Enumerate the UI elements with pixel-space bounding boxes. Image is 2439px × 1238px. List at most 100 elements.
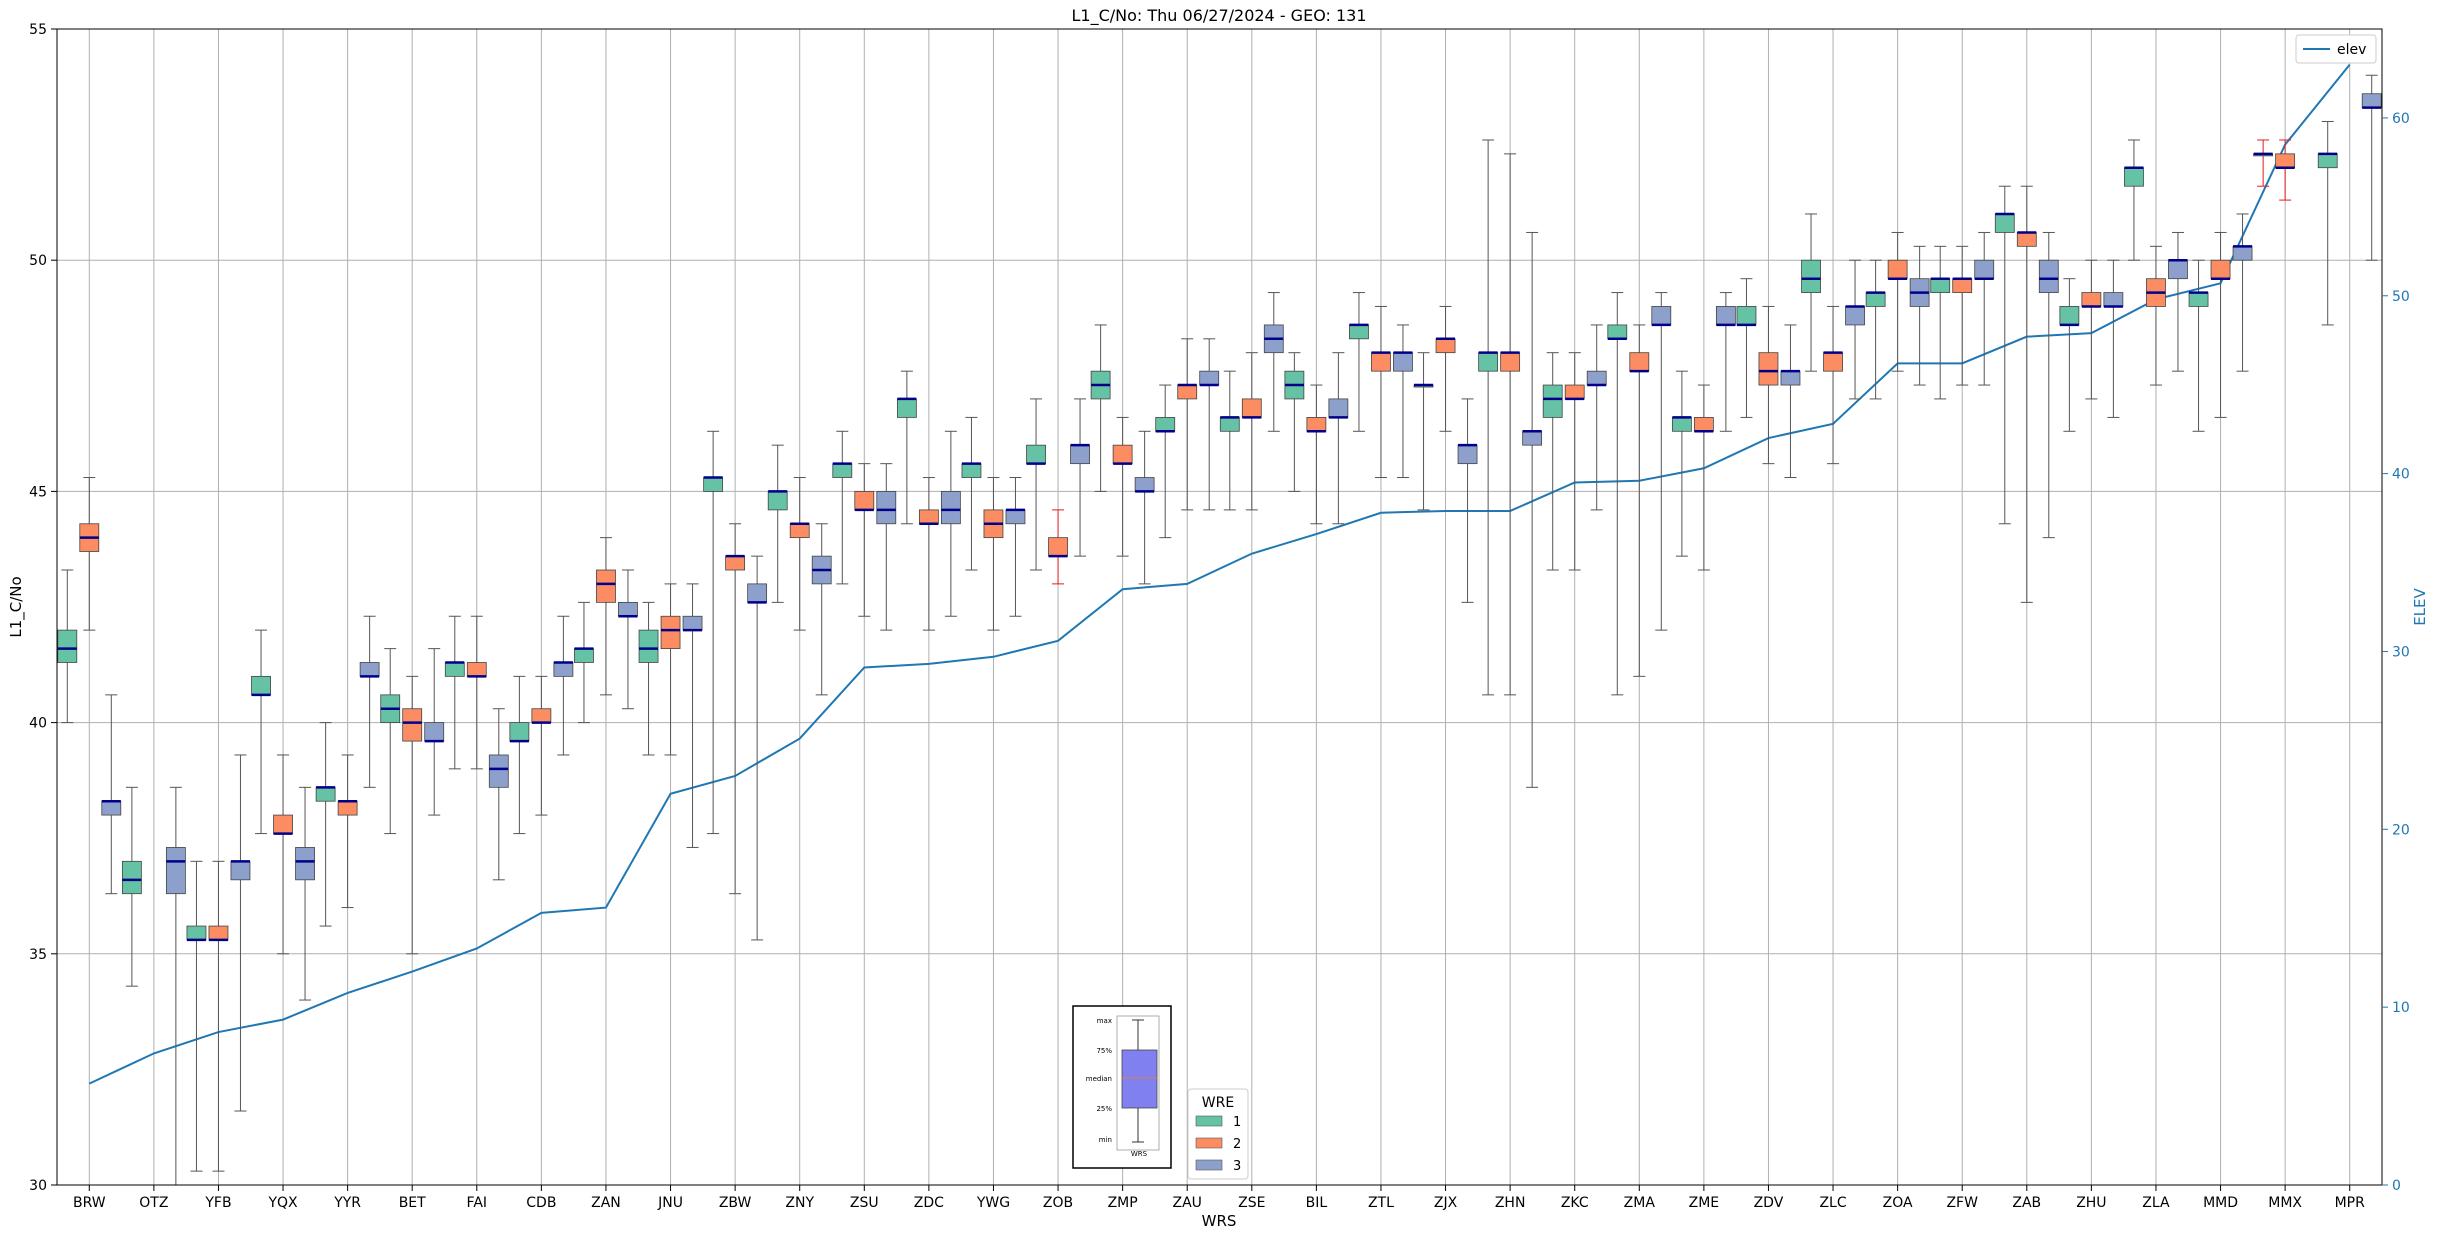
box-zan-wre2 [596,537,616,696]
box-body [402,708,423,742]
box-body [57,629,78,663]
x-tick-label: BET [399,1195,426,1211]
box-body [1586,370,1607,386]
box-yqx-wre1 [251,629,271,835]
box-body [424,722,445,742]
box-zan-wre1 [574,601,594,724]
box-body [1070,444,1090,465]
box-brw-wre1 [57,569,78,724]
wre-legend-label-1: 1 [1233,1115,1241,1130]
box-body [1758,352,1779,386]
box-zdc-wre2 [918,477,939,631]
box-body [2361,93,2382,109]
box-body [1306,417,1327,432]
box-body [2275,153,2296,169]
key-label-min: min [1099,1136,1112,1144]
box-body [1801,259,1821,293]
box-body [1026,444,1046,465]
y-tick-label: 45 [29,484,47,500]
x-tick-label: ZLC [1819,1195,1846,1211]
y-right-tick-label: 50 [2392,289,2410,305]
x-tick-label: MMD [2203,1195,2238,1211]
wre-legend-swatch-2 [1195,1137,1223,1149]
x-tick-label: YYR [333,1195,361,1211]
box-jnu-wre1 [638,601,659,756]
box-body [896,398,917,418]
box-body [2038,259,2059,293]
box-body [1048,537,1068,557]
box-zla-wre2 [2146,245,2166,386]
box-body [789,523,810,539]
box-zau-wre1 [1155,384,1176,539]
key-label-q3: 75% [1096,1047,1112,1055]
box-zkc-wre3 [1586,324,1607,511]
x-tick-label: ZTL [1368,1195,1394,1211]
box-body [747,583,768,603]
box-bil-wre2 [1306,384,1327,525]
box-fai-wre1 [444,615,465,770]
y-axis-right-label: ELEV [2411,587,2429,625]
box-zfw-wre3 [1974,231,1995,386]
box-body [2168,259,2188,280]
box-cdb-wre2 [531,675,552,816]
box-body [1219,417,1240,432]
key-label-max: max [1097,1017,1112,1025]
box-body [2210,259,2231,280]
box-body [1328,398,1349,418]
box-body [1393,352,1413,372]
box-body [767,490,788,511]
box-body [1952,278,1973,293]
box-brw-wre2 [79,477,100,631]
y-tick-label: 30 [29,1178,47,1194]
box-zlc-wre1 [1801,213,1821,372]
x-tick-label: BIL [1306,1195,1328,1211]
box-zdv-wre3 [1780,324,1801,479]
x-tick-label: ZLA [2142,1195,2170,1211]
box-ywg-wre2 [983,477,1004,631]
box-yfb-wre2 [208,860,229,1172]
box-zdv-wre2 [1758,305,1779,465]
box-ywg-wre3 [1005,477,1026,617]
box-body [273,814,293,834]
box-body [531,708,552,724]
box-zme-wre3 [1715,292,1736,432]
wre-legend-label-3: 3 [1233,1159,1241,1174]
box-body [101,800,122,816]
axes: BRW OTZ YFB YQX YYR BET FAI CDB ZAN JNU ZBW ZNY ZSU Z… [29,22,2410,1211]
box-otz-wre1 [121,786,142,987]
box-zhn-wre3 [1522,231,1543,788]
box-yqx-wre2 [273,754,293,955]
box-zny-wre1 [767,444,788,603]
box-body [2124,167,2144,187]
box-body [488,754,509,788]
box-yfb-wre1 [186,860,207,1172]
box-mmd-wre3 [2232,213,2253,372]
x-tick-label: YQX [267,1195,298,1211]
box-yyr-wre3 [359,615,380,788]
box-bil-wre1 [1284,352,1305,492]
box-body [2317,153,2338,169]
x-tick-label: YWG [976,1195,1010,1211]
box-ztl-wre2 [1371,305,1391,479]
box-body [1155,417,1176,432]
x-tick-label: ZDV [1754,1195,1784,1211]
box-zkc-wre1 [1542,352,1563,571]
box-mmx-wre2 [2275,139,2296,201]
box-body [1542,384,1563,418]
box-zma-wre2 [1629,324,1650,677]
box-body [1780,370,1801,386]
box-zme-wre2 [1693,384,1714,571]
y-right-tick-label: 20 [2392,822,2410,838]
x-tick-label: ZSE [1238,1195,1265,1211]
box-mpr-wre1 [2317,120,2338,326]
box-body [1457,444,1478,465]
box-zmp-wre2 [1112,416,1133,557]
box-body [1693,417,1714,432]
x-tick-label: ZNY [785,1195,814,1211]
box-zhu-wre2 [2081,259,2102,400]
box-jnu-wre2 [660,583,681,756]
key-label-median: median [1086,1075,1112,1083]
box-zbw-wre1 [703,430,724,835]
box-bet-wre2 [402,675,423,955]
box-zoa-wre2 [1887,231,1908,372]
